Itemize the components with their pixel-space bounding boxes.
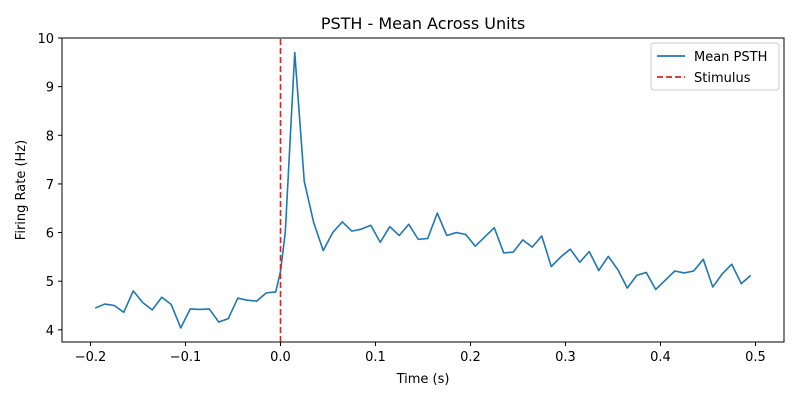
x-tick-label: −0.2 (75, 350, 107, 365)
y-axis: 4 5 6 7 8 9 10 (37, 32, 62, 339)
plot-area (94, 38, 752, 342)
chart-title: PSTH - Mean Across Units (321, 14, 525, 33)
legend: Mean PSTH Stimulus (650, 42, 780, 91)
y-tick-label: 10 (37, 32, 54, 47)
y-tick-label: 7 (46, 178, 54, 193)
y-tick-label: 4 (46, 324, 54, 339)
y-axis-label: Firing Rate (Hz) (14, 140, 29, 240)
x-tick-label: 0.3 (555, 350, 576, 365)
y-tick-label: 8 (46, 129, 54, 144)
x-tick-label: 0.5 (745, 350, 766, 365)
x-tick-label: 0.2 (460, 350, 481, 365)
y-tick-label: 5 (46, 275, 54, 290)
x-tick-label: 0.0 (270, 350, 291, 365)
x-tick-label: −0.1 (170, 350, 202, 365)
y-tick-label: 9 (46, 81, 54, 96)
y-tick-label: 6 (46, 227, 54, 242)
legend-label-mean-psth: Mean PSTH (694, 50, 767, 65)
plot-frame (61, 37, 785, 343)
x-axis: −0.2 −0.1 0.0 0.1 0.2 0.3 0.4 0.5 (75, 342, 766, 365)
x-axis-label: Time (s) (396, 372, 450, 387)
legend-label-stimulus: Stimulus (694, 71, 751, 86)
legend-box (650, 42, 780, 91)
x-tick-label: 0.4 (650, 350, 671, 365)
series-line-mean-psth (94, 51, 752, 329)
x-tick-label: 0.1 (365, 350, 386, 365)
